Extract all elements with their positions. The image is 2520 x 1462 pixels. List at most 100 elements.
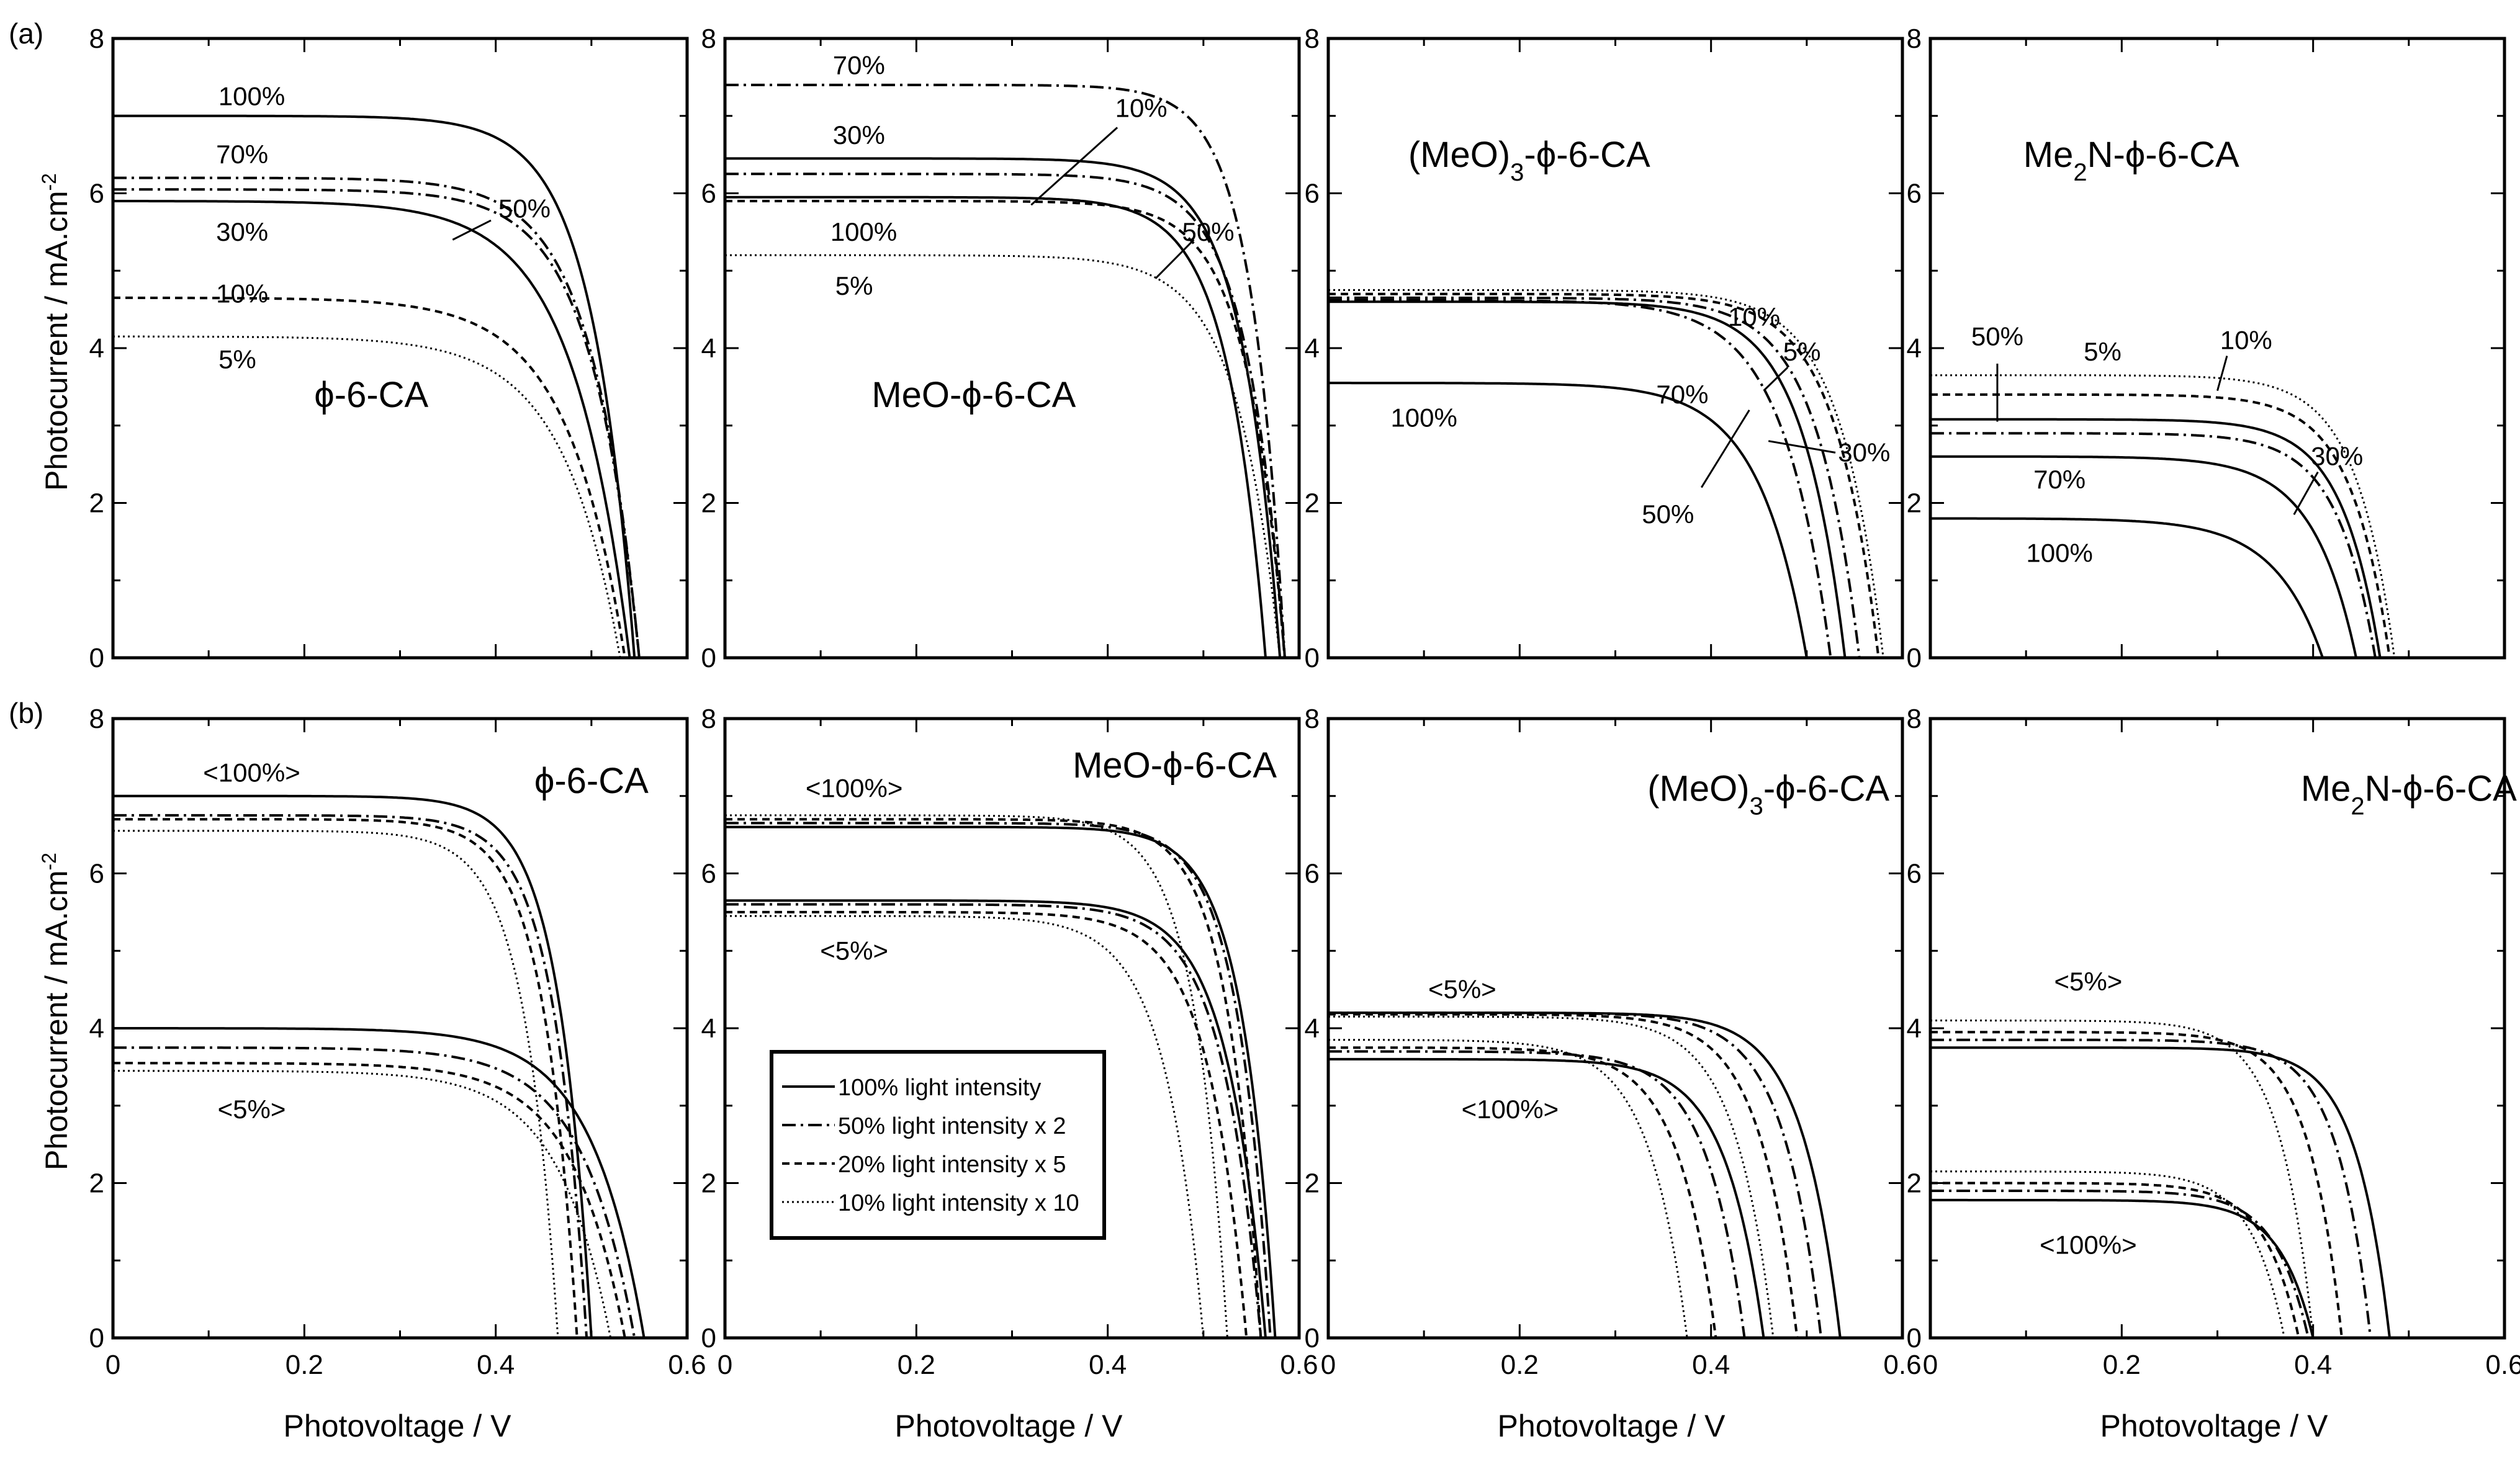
panel-b1-ytick-label: 8	[89, 704, 104, 734]
panel-a3-frame	[1326, 37, 1904, 660]
panel-a1-series-3	[113, 188, 641, 658]
panel-a3-curves	[1328, 289, 1884, 658]
panel-a2-annotation-1: 70%	[833, 51, 885, 80]
panel-a1-annotation-2: 70%	[216, 140, 268, 169]
panel-a4-ytick-label: 8	[1907, 24, 1922, 54]
panel-a1-series-4	[113, 200, 631, 658]
panel-b1-series-6	[113, 1046, 636, 1338]
panel-b4-xtick-label: 0	[1923, 1350, 1938, 1380]
panel-b4-series-5	[1930, 1198, 2315, 1338]
panel-b3-xtick-label: 0.2	[1501, 1350, 1539, 1380]
panel-b3-series-7	[1328, 1046, 1717, 1338]
x-axis-title-4: Photovoltage / V	[2100, 1409, 2329, 1443]
panel-a1-annotation-4: 10%	[216, 279, 268, 308]
panel-a3-title: (MeO)3-ϕ-6-CA	[1408, 135, 1650, 186]
panel-b2-ytick-label: 8	[701, 704, 716, 734]
panel-a4-series-5	[1930, 455, 2357, 658]
panel-a1-ytick-label: 4	[89, 333, 104, 364]
panel-a1-series-2	[113, 176, 641, 658]
y-axis-title-a: Photocurrent / mA.cm-2	[38, 173, 74, 491]
panel-a3: 0 2 4 6 8 100% 10%5% 70% 30% 50% (MeO)3-ϕ-6-CA	[1305, 24, 1904, 673]
panel-b4-curves	[1930, 1020, 2391, 1338]
panel-b4-xtick-label: 0.6	[2485, 1350, 2520, 1380]
panel-b4-xtick-label: 0.2	[2103, 1350, 2141, 1380]
panel-b4-xtick-label: 0.4	[2294, 1350, 2332, 1380]
panel-a3-series-6	[1328, 382, 1808, 658]
panel-b2-series-1	[725, 825, 1277, 1338]
panel-b3-series-8	[1328, 1039, 1688, 1338]
panel-a3-series-4	[1328, 298, 1832, 658]
panel-a2-series-4	[725, 195, 1267, 658]
panel-b3-title-part: -ϕ-6-CA	[1763, 768, 1890, 809]
panel-b3-xtick-label: 0	[1321, 1350, 1336, 1380]
panel-b2-frame	[723, 717, 1301, 1340]
panel-b3-frame	[1326, 717, 1904, 1340]
panel-b2-ytick-label: 6	[701, 859, 716, 889]
panel-b4-annotation-1: <5%>	[2054, 967, 2122, 996]
panel-b3-series-3	[1328, 1013, 1799, 1338]
panel-a4-series-3	[1930, 418, 2382, 658]
panel-b1-series-2	[113, 814, 588, 1338]
panel-b3-ytick-label: 0	[1305, 1323, 1320, 1353]
panel-a2-frame	[723, 37, 1301, 660]
panel-a4-annotation-6: 100%	[2026, 539, 2092, 568]
panel-b4-title-part: 2	[2351, 792, 2364, 820]
panel-a3-ytick-label: 0	[1305, 643, 1320, 673]
panel-b1-series-3	[113, 818, 578, 1338]
legend: 100% light intensity 50% light intensity…	[770, 1050, 1106, 1240]
legend-box	[770, 1050, 1106, 1240]
panel-b2-xtick-label: 0.6	[1280, 1350, 1318, 1380]
panel-a3-series-2	[1328, 292, 1880, 658]
panel-a3-leader-5	[1768, 440, 1836, 454]
panel-a2-ytick-label: 4	[701, 333, 716, 364]
panel-a1-ytick-label: 0	[89, 643, 104, 673]
panel-a2-title: MeO-ϕ-6-CA	[871, 375, 1076, 415]
panel-a3-series-1	[1328, 289, 1884, 658]
panel-b3-xtick-label: 0.4	[1692, 1350, 1730, 1380]
panel-a3-ytick-label: 2	[1305, 488, 1320, 519]
panel-a4-leader-3	[2216, 356, 2228, 392]
panel-b2-series-8	[725, 915, 1205, 1338]
panel-a2-annotation-2: 30%	[833, 120, 885, 150]
panel-b4-ytick-label: 8	[1907, 704, 1922, 734]
panel-b4-series-2	[1930, 1038, 2372, 1338]
panel-b1-xtick-label: 0.2	[286, 1350, 323, 1380]
panel-a2-series-3	[725, 173, 1286, 658]
panel-b1-ytick-label: 2	[89, 1168, 104, 1199]
panel-a3-leader-3	[1763, 367, 1789, 392]
panel-b2-xtick-label: 0.2	[898, 1350, 935, 1380]
panel-a1-curves	[113, 114, 641, 658]
panel-a4-title-part: N-ϕ-6-CA	[2087, 135, 2239, 175]
panel-a2-ytick-label: 6	[701, 179, 716, 209]
panel-a4-annotation-3: 10%	[2220, 326, 2272, 355]
panel-b3-annotation-1: <5%>	[1428, 975, 1496, 1004]
panel-a1: 0 2 4 6 8 100% 70% 30% 10% 5% 50% ϕ-6-CA	[89, 24, 689, 673]
panel-b2-series-5	[725, 899, 1267, 1338]
panel-b3-ytick-label: 2	[1305, 1168, 1320, 1199]
panel-b2-series-2	[725, 822, 1272, 1338]
panel-b4-ytick-label: 6	[1907, 859, 1922, 889]
panel-a1-ytick-label: 6	[89, 179, 104, 209]
panel-a4-curves	[1930, 374, 2396, 658]
panel-b1-xtick-label: 0.4	[477, 1350, 515, 1380]
panel-b2-title-part: MeO-ϕ-6-CA	[1073, 745, 1277, 786]
panel-a3-leader-6	[1700, 410, 1750, 488]
panel-b3-series-4	[1328, 1015, 1775, 1338]
panel-a2-series-2	[725, 157, 1282, 658]
panel-b4-title: Me2N-ϕ-6-CA	[2301, 768, 2517, 820]
panel-b1-series-5	[113, 1027, 646, 1338]
panel-b1-annotation-1: <100%>	[203, 758, 300, 787]
panel-a1-annotation-1: 100%	[218, 82, 285, 111]
panel-b4-ytick-label: 2	[1907, 1168, 1922, 1199]
panel-a3-annotation-1: 100%	[1390, 403, 1457, 432]
panel-b3-ytick-label: 8	[1305, 704, 1320, 734]
legend-label-2: 50% light intensity x 2	[838, 1113, 1066, 1139]
panel-b2: 0 2 4 6 8 0 0.2 0.4 0.6 <100%> <5%> MeO-ϕ-6-CA	[701, 704, 1318, 1380]
panel-a2-leader-6	[1154, 239, 1195, 279]
panel-b3-title: (MeO)3-ϕ-6-CA	[1647, 768, 1889, 820]
panel-a3-annotation-3: 5%	[1783, 337, 1821, 366]
